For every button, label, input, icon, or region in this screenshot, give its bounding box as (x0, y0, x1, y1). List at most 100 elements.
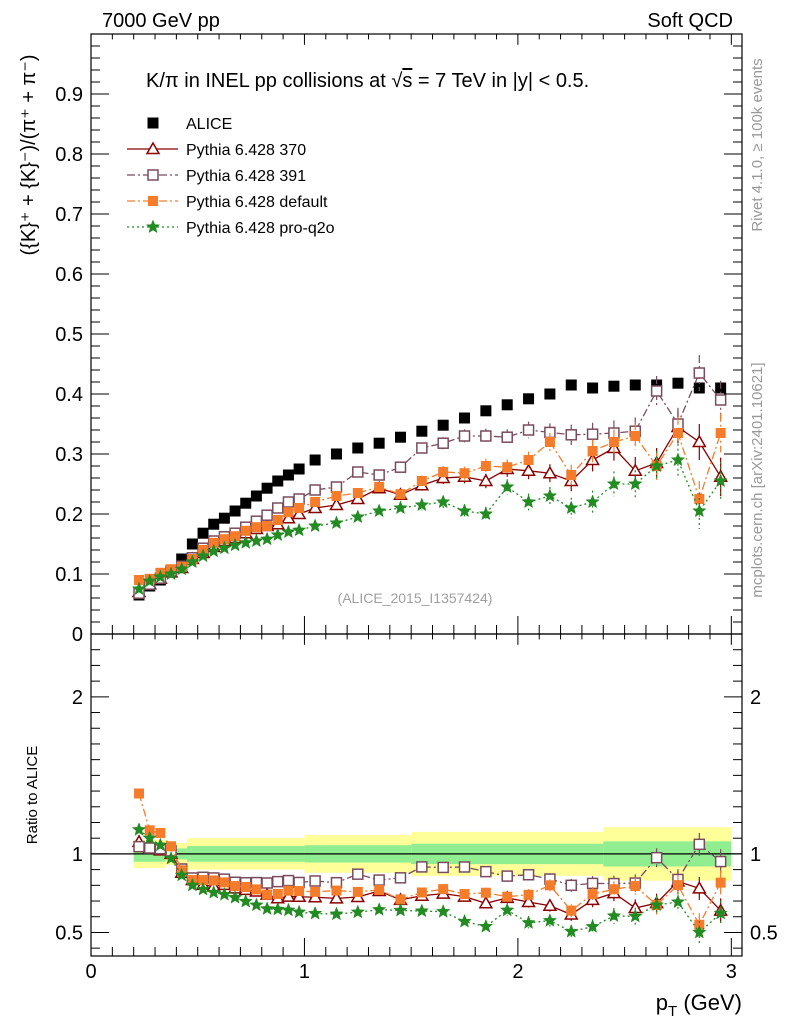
point-pythia-6-428-pro-q2o (291, 522, 307, 537)
ratio-point-pythia-6-428-pro-q2o (131, 822, 147, 836)
ratio-point-pythia-6-428-391 (261, 877, 273, 889)
point-pythia-6-428-pro-q2o (649, 458, 664, 473)
point-alice (208, 518, 220, 530)
point-pythia-6-428-default (715, 428, 726, 438)
point-pythia-6-428-370 (542, 465, 558, 479)
ratio-point-pythia-6-428-370 (542, 898, 558, 911)
ratio-point-pythia-6-428-default (208, 875, 219, 886)
ratio-point-pythia-6-428-pro-q2o (649, 897, 664, 912)
point-pythia-6-428-default (310, 497, 321, 507)
ratio-point-pythia-6-428-370 (478, 895, 494, 909)
legend-marker-pythia-6-428-391 (147, 169, 159, 181)
ratio-point-pythia-6-428-default (331, 885, 342, 896)
ratio-point-pythia-6-428-default (566, 905, 577, 916)
header-left: 7000 GeV pp (102, 10, 220, 32)
ratio-point-pythia-6-428-391 (458, 861, 471, 873)
point-alice (352, 442, 364, 454)
point-pythia-6-428-pro-q2o (628, 476, 643, 491)
y-tick-label: 0.3 (55, 444, 83, 466)
ratio-point-pythia-6-428-pro-q2o (259, 901, 275, 915)
point-pythia-6-428-pro-q2o (521, 494, 536, 509)
ratio-point-pythia-6-428-default (459, 889, 470, 900)
analysis-watermark: (ALICE_2015_I1357424) (338, 590, 493, 606)
point-pythia-6-428-default (230, 531, 241, 542)
point-alice (587, 382, 599, 394)
point-pythia-6-428-default (395, 489, 406, 500)
point-alice (373, 437, 385, 449)
title-pre: K/π in INEL pp collisions at (146, 70, 391, 92)
header-right: Soft QCD (647, 10, 733, 32)
ratio-point-pythia-6-428-pro-q2o (585, 919, 600, 933)
ratio-point-pythia-6-428-391 (282, 874, 295, 887)
point-alice (608, 380, 620, 392)
legend-label-pythia-6-428-pro-q2o: Pythia 6.428 pro-q2o (186, 220, 335, 237)
point-alice (459, 412, 471, 424)
point-pythia-6-428-default (374, 482, 385, 492)
ratio-point-pythia-6-428-391 (272, 875, 284, 888)
point-pythia-6-428-370 (563, 473, 579, 487)
ratio-point-pythia-6-428-370 (521, 894, 536, 908)
point-alice (176, 553, 188, 565)
point-alice (261, 482, 273, 494)
point-pythia-6-428-391 (586, 428, 599, 440)
point-pythia-6-428-pro-q2o (142, 573, 157, 588)
ratio-point-pythia-6-428-pro-q2o (692, 924, 707, 939)
point-alice (272, 475, 284, 487)
ratio-point-pythia-6-428-391 (309, 875, 321, 887)
point-pythia-6-428-370 (307, 500, 323, 514)
point-alice (330, 448, 342, 460)
y-tick-label: 0.5 (55, 324, 83, 346)
point-pythia-6-428-default (352, 488, 363, 498)
point-pythia-6-428-pro-q2o (238, 535, 253, 549)
point-pythia-6-428-default (566, 470, 577, 480)
legend: ALICE Pythia 6.428 370 Pythia 6.428 391 Pyt… (127, 116, 335, 237)
point-pythia-6-428-pro-q2o (227, 537, 243, 552)
ratio-point-pythia-6-428-pro-q2o (281, 902, 296, 917)
point-pythia-6-428-pro-q2o (564, 500, 579, 515)
point-alice (544, 388, 556, 400)
ratio-point-pythia-6-428-391 (480, 865, 492, 878)
point-pythia-6-428-391 (394, 461, 407, 473)
xlabel-main: p (656, 990, 668, 1015)
point-alice (218, 512, 230, 524)
point-pythia-6-428-default (502, 462, 513, 473)
y-tick-label: 0 (72, 624, 83, 646)
y-tick-label: 0.9 (55, 84, 83, 106)
ratio-point-pythia-6-428-pro-q2o (542, 913, 558, 927)
ratio-tick-label-right: 0.5 (750, 922, 778, 944)
point-pythia-6-428-pro-q2o (478, 506, 494, 521)
ratio-tick-label: 2 (72, 687, 83, 709)
point-pythia-6-428-391 (261, 509, 273, 521)
legend-label-pythia-6-428-370: Pythia 6.428 370 (186, 142, 306, 159)
point-pythia-6-428-default (608, 437, 619, 447)
ratio-point-pythia-6-428-pro-q2o (206, 884, 221, 899)
point-pythia-6-428-pro-q2o (259, 531, 275, 546)
point-pythia-6-428-pro-q2o (270, 527, 285, 542)
point-pythia-6-428-default (459, 468, 470, 479)
point-pythia-6-428-391 (373, 469, 385, 481)
ratio-tick-label-right: 1 (750, 844, 761, 866)
point-pythia-6-428-default (240, 525, 251, 536)
ratio-point-pythia-6-428-pro-q2o (393, 902, 408, 917)
point-pythia-6-428-pro-q2o (185, 554, 200, 569)
legend-marker-alice (147, 117, 159, 129)
point-pythia-6-428-pro-q2o (206, 543, 221, 558)
ratio-point-pythia-6-428-default (352, 886, 363, 897)
ratio-tick-label: 1 (72, 844, 83, 866)
point-pythia-6-428-391 (565, 429, 577, 441)
ratio-point-pythia-6-428-pro-q2o (371, 902, 387, 916)
point-pythia-6-428-391 (293, 493, 305, 505)
point-alice (229, 505, 241, 517)
rivet-version-label: Rivet 4.1.0, ≥ 100k events (749, 58, 766, 231)
ratio-point-pythia-6-428-370 (692, 880, 707, 894)
ratio-point-pythia-6-428-default (262, 889, 273, 900)
point-pythia-6-428-391 (501, 431, 513, 443)
ratio-point-pythia-6-428-default (480, 887, 491, 898)
y-tick-label: 0.2 (55, 504, 83, 526)
point-pythia-6-428-391 (480, 430, 492, 442)
point-pythia-6-428-370 (478, 473, 494, 487)
ratio-point-pythia-6-428-pro-q2o (217, 887, 232, 901)
ratio-point-pythia-6-428-default (395, 894, 406, 905)
axes: 0 1 2 3 0 0.1 0.2 0.3 0.4 0.5 0.6 0.7 0.8 0.9 0.5 0.5 1 1… (55, 33, 778, 983)
